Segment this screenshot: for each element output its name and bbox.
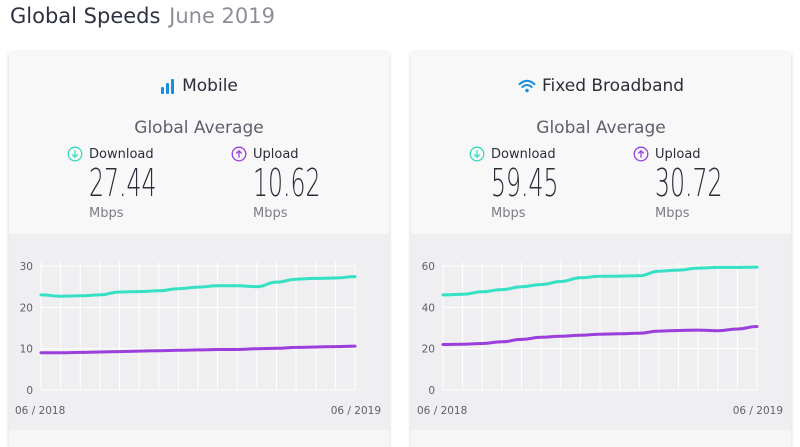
upload-series-line xyxy=(39,344,357,355)
fixed-broadband-download-metric: Download 59.45 Mbps xyxy=(469,146,589,221)
mobile-speed-chart: 0 10 20 30 06 / 2018 06 / 2019 xyxy=(15,261,381,417)
mobile-download-unit: Mbps xyxy=(89,206,124,221)
fixed-broadband-chart-area: 0 20 40 60 06 / 2018 06 / 2019 xyxy=(411,234,791,430)
mobile-chart-area: 0 10 20 30 06 / 2018 06 / 2019 xyxy=(9,234,389,430)
fixed-broadband-upload-header: Upload xyxy=(633,146,753,162)
fixed-broadband-download-header: Download xyxy=(469,146,589,162)
download-arrow-icon xyxy=(469,146,485,162)
mobile-upload-metric: Upload 10.62 Mbps xyxy=(231,146,351,221)
page-subtitle: June 2019 xyxy=(169,4,275,28)
fixed-broadband-download-value: 59.45 xyxy=(491,161,559,205)
download-series-line xyxy=(441,265,759,297)
mobile-card-header: Mobile Global Average Download 27.44 Mbp… xyxy=(9,52,389,234)
fixed-broadband-card-title: Fixed Broadband xyxy=(411,76,791,99)
fixed-broadband-upload-metric: Upload 30.72 Mbps xyxy=(633,146,753,221)
fixed-broadband-card-title-text: Fixed Broadband xyxy=(541,76,685,96)
fixed-broadband-card: Fixed Broadband Global Average Download … xyxy=(411,52,791,447)
fixed-broadband-upload-unit: Mbps xyxy=(655,206,690,221)
y-tick-label: 30 xyxy=(20,261,33,273)
y-tick-label: 0 xyxy=(26,385,33,397)
x-tick-label: 06 / 2018 xyxy=(417,405,467,417)
mobile-upload-unit: Mbps xyxy=(253,206,288,221)
upload-series-line xyxy=(441,325,759,346)
y-tick-label: 40 xyxy=(422,302,435,314)
fixed-broadband-download-unit: Mbps xyxy=(491,206,526,221)
mobile-download-header: Download xyxy=(67,146,187,162)
mobile-card-title-text: Mobile xyxy=(182,76,238,96)
upload-arrow-icon xyxy=(633,146,649,162)
fixed-broadband-upload-label: Upload xyxy=(655,147,701,162)
page-title: Global Speeds June 2019 xyxy=(10,4,275,28)
mobile-upload-value: 10.62 xyxy=(253,161,321,205)
fixed-broadband-download-label: Download xyxy=(491,147,556,162)
mobile-download-label: Download xyxy=(89,147,154,162)
y-tick-label: 20 xyxy=(20,302,33,314)
upload-arrow-icon xyxy=(231,146,247,162)
mobile-upload-label: Upload xyxy=(253,147,299,162)
mobile-upload-header: Upload xyxy=(231,146,351,162)
mobile-download-metric: Download 27.44 Mbps xyxy=(67,146,187,221)
y-tick-label: 0 xyxy=(428,385,435,397)
mobile-card-title: Mobile xyxy=(9,76,389,99)
x-tick-label: 06 / 2019 xyxy=(733,405,783,417)
fixed-broadband-upload-value: 30.72 xyxy=(655,161,723,205)
download-series-line xyxy=(39,275,357,298)
fixed-broadband-speed-chart: 0 20 40 60 06 / 2018 06 / 2019 xyxy=(417,261,783,417)
y-tick-label: 10 xyxy=(20,344,33,356)
mobile-card: Mobile Global Average Download 27.44 Mbp… xyxy=(9,52,389,447)
x-tick-label: 06 / 2019 xyxy=(331,405,381,417)
x-tick-label: 06 / 2018 xyxy=(15,405,65,417)
fixed-broadband-global-average-label: Global Average xyxy=(536,118,666,138)
page-title-text: Global Speeds xyxy=(10,4,161,28)
mobile-global-average-label: Global Average xyxy=(134,118,264,138)
wifi-icon xyxy=(518,78,536,99)
download-arrow-icon xyxy=(67,146,83,162)
signal-bars-icon xyxy=(160,78,176,99)
fixed-broadband-card-header: Fixed Broadband Global Average Download … xyxy=(411,52,791,234)
y-tick-label: 60 xyxy=(422,261,435,273)
mobile-download-value: 27.44 xyxy=(89,161,157,205)
y-tick-label: 20 xyxy=(422,344,435,356)
